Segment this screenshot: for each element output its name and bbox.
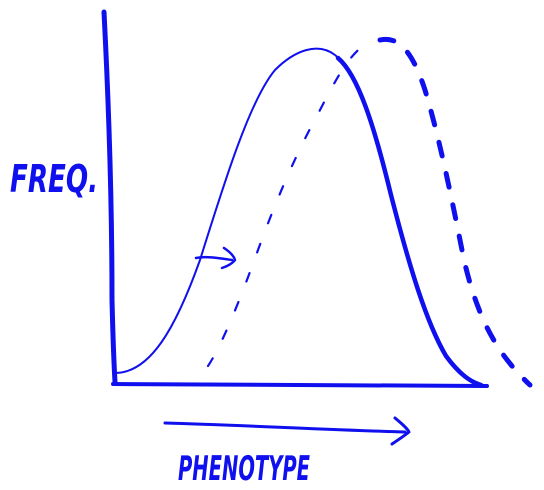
right-arrow-icon: [194, 246, 237, 270]
dashed-curve-right-flank: [377, 36, 533, 388]
x-axis-label: PHENOTYPE: [178, 449, 310, 489]
y-axis-line: [101, 9, 118, 385]
solid-curve-right-flank: [335, 55, 484, 388]
y-axis-label: FREQ.: [10, 157, 98, 201]
dashed-curve-left-flank: [206, 40, 372, 368]
solid-distribution-curve: [115, 47, 481, 386]
x-axis-line: [111, 382, 489, 388]
long-right-arrow-icon: [163, 416, 411, 446]
